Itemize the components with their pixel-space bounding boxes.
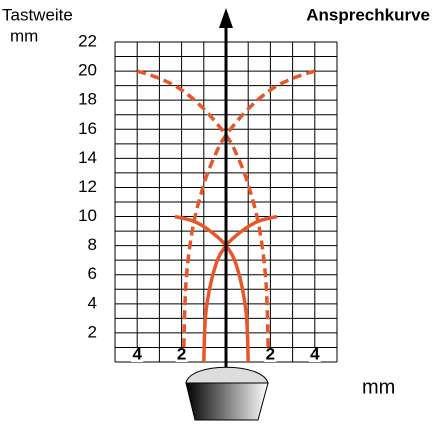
y-tick-label: 22 xyxy=(78,31,97,50)
y-label: Tastweite xyxy=(2,5,73,24)
chart: Tastweite mm Ansprechkurve mm 2 4 6 8 10 12 14… xyxy=(0,0,433,432)
y-tick-label: 8 xyxy=(88,235,97,254)
y-tick-label: 16 xyxy=(78,119,97,138)
x-tick-label: 4 xyxy=(310,344,320,363)
y-tick-label: 10 xyxy=(78,206,97,225)
sensor-body xyxy=(186,383,268,420)
y-tick-label: 2 xyxy=(88,322,97,341)
axis-arrow xyxy=(219,8,233,28)
sensor-head xyxy=(186,367,268,383)
x-unit: mm xyxy=(362,376,395,398)
y-tick-label: 4 xyxy=(88,293,97,312)
x-tick-label: 2 xyxy=(266,344,275,363)
chart-title: Ansprechkurve xyxy=(306,5,430,24)
y-tick-label: 6 xyxy=(88,264,97,283)
y-tick-label: 12 xyxy=(78,177,97,196)
y-tick-label: 18 xyxy=(78,90,97,109)
x-tick-label: 2 xyxy=(177,344,186,363)
y-tick-label: 20 xyxy=(78,61,97,80)
x-tick-label: 4 xyxy=(132,344,142,363)
y-tick-label: 14 xyxy=(78,148,97,167)
y-unit: mm xyxy=(10,26,38,45)
